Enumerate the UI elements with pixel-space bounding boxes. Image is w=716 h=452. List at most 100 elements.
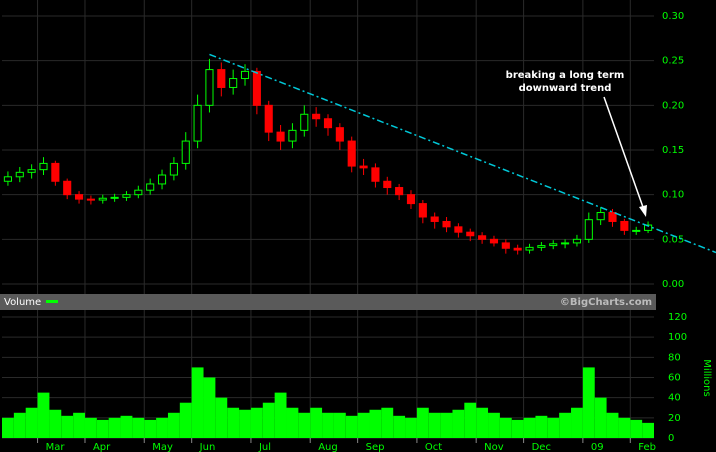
candle-body <box>134 189 143 196</box>
arrow-head <box>639 205 647 217</box>
x-tick-label: Nov <box>484 442 504 452</box>
candle-body <box>418 203 427 218</box>
candle-body <box>86 198 95 201</box>
candle-body <box>584 219 593 240</box>
volume-bar <box>13 412 26 438</box>
candle-body <box>644 224 653 231</box>
candle-body <box>347 140 356 167</box>
volume-bar <box>286 407 299 438</box>
candle-body <box>252 70 261 106</box>
volume-bar <box>239 409 251 438</box>
volume-bar <box>523 417 536 438</box>
candle-body <box>15 171 24 178</box>
candle-body <box>39 162 48 171</box>
candle-body <box>264 104 273 133</box>
volume-bar <box>49 409 62 438</box>
volume-bar <box>215 397 228 438</box>
arrow <box>603 96 645 211</box>
candle-body <box>217 69 226 88</box>
candle-body <box>383 180 392 189</box>
candle-body <box>288 129 297 142</box>
volume-bar <box>642 422 654 438</box>
annotation: downward trend <box>519 83 612 94</box>
volume-bar <box>227 407 240 438</box>
volume-bar <box>393 415 406 438</box>
legend-swatch <box>46 300 58 303</box>
volume-bar <box>73 412 85 438</box>
candle-body <box>430 216 439 222</box>
volume-bar <box>84 417 97 438</box>
y-tick-label: 120 <box>668 312 687 323</box>
y-tick-label: 60 <box>668 373 681 384</box>
candle-body <box>323 118 333 129</box>
volume-bar <box>120 415 133 438</box>
volume-bar <box>132 417 145 438</box>
volume-bar <box>547 417 560 438</box>
volume-bar <box>559 412 572 438</box>
candle-body <box>572 238 582 244</box>
y-axis-label: Millions <box>701 359 712 396</box>
volume-bar <box>322 412 334 438</box>
x-tick-label: Apr <box>93 442 111 452</box>
volume-bar <box>191 367 204 438</box>
volume-bar <box>96 419 109 438</box>
candle-body <box>169 162 178 176</box>
volume-strip <box>0 294 656 310</box>
candle-body <box>181 140 190 164</box>
candle-body <box>335 127 344 142</box>
candle-body <box>596 212 605 221</box>
x-tick-label: Aug <box>318 442 338 452</box>
volume-bar <box>405 417 417 438</box>
x-tick-label: Jun <box>199 442 216 452</box>
volume-bar <box>535 415 548 438</box>
volume-bar <box>511 419 524 438</box>
y-tick-label: 0.00 <box>662 279 684 290</box>
x-tick-label: Jul <box>258 442 271 452</box>
candle-body <box>110 196 119 199</box>
volume-bar <box>345 415 358 438</box>
volume-bar <box>582 367 595 438</box>
y-tick-label: 0.25 <box>662 56 684 67</box>
y-tick-label: 40 <box>668 393 681 404</box>
volume-bar <box>416 407 429 438</box>
candle-body <box>561 242 570 245</box>
candle-body <box>312 113 321 120</box>
trendline <box>209 53 716 254</box>
volume-bar <box>499 417 512 438</box>
volume-bar <box>262 402 275 438</box>
volume-bar <box>594 397 607 438</box>
volume-bar <box>452 409 465 438</box>
y-tick-label: 0 <box>668 433 674 444</box>
x-tick-label: 09 <box>591 442 604 452</box>
volume-bar <box>630 419 643 438</box>
candle-body <box>63 180 72 196</box>
candle-body <box>466 231 475 237</box>
volume-bar <box>310 407 323 438</box>
candle-body <box>157 174 167 185</box>
candle-body <box>300 113 309 131</box>
x-tick-label: May <box>152 442 173 452</box>
y-tick-label: 80 <box>668 352 681 363</box>
candle-body <box>525 246 534 251</box>
volume-legend: Volume <box>4 297 41 308</box>
candle-body <box>240 70 250 80</box>
volume-bar <box>2 417 14 438</box>
candle-body <box>608 212 617 222</box>
candle-body <box>501 242 510 249</box>
candle-body <box>537 245 546 248</box>
volume-bar <box>618 417 631 438</box>
candle-body <box>51 162 60 182</box>
x-tick-label: Mar <box>46 442 66 452</box>
y-tick-label: 0.15 <box>662 145 684 156</box>
volume-bar <box>357 412 370 438</box>
volume-bar <box>381 407 394 438</box>
x-tick-label: Dec <box>532 442 551 452</box>
volume-bar <box>156 417 168 438</box>
volume-bar <box>369 409 382 438</box>
y-tick-label: 100 <box>668 332 687 343</box>
candle-body <box>454 226 463 233</box>
candle-body <box>406 194 416 205</box>
volume-bar <box>37 392 50 438</box>
candle-body <box>229 78 238 88</box>
